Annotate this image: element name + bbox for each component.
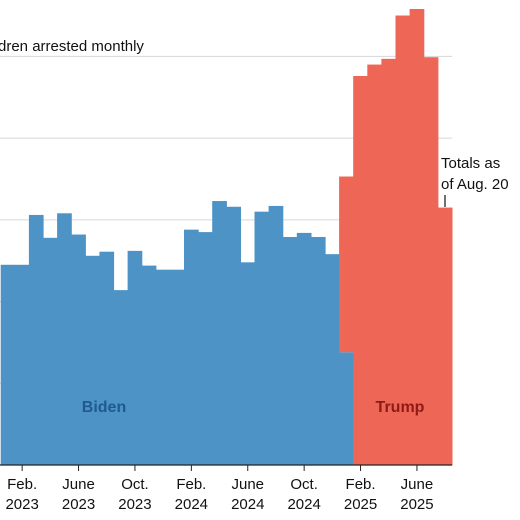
x-tick-label: June 2024 xyxy=(231,476,264,513)
bar xyxy=(99,251,115,465)
bar xyxy=(339,176,354,353)
bar xyxy=(28,214,44,465)
bar xyxy=(226,206,241,465)
bar xyxy=(339,352,354,465)
series-label: Biden xyxy=(82,399,126,416)
x-tick-label: Oct. 2024 xyxy=(287,476,320,513)
bar xyxy=(14,264,30,465)
bar xyxy=(296,232,312,465)
bar xyxy=(57,213,72,465)
bar xyxy=(155,269,171,465)
bar xyxy=(381,58,397,466)
bar xyxy=(184,229,199,465)
annotation: Totals as xyxy=(441,155,500,172)
x-tick-label: Oct. 2023 xyxy=(118,476,151,513)
x-tick-label: Feb. 2024 xyxy=(175,476,208,513)
bar xyxy=(85,255,100,465)
bar xyxy=(127,250,143,465)
chart-title: dren arrested monthly xyxy=(0,38,144,55)
bar xyxy=(169,269,185,465)
bar xyxy=(141,265,157,465)
x-tick-label: Feb. 2025 xyxy=(344,476,377,513)
bar xyxy=(240,262,256,465)
bar xyxy=(254,211,270,465)
bar xyxy=(423,57,439,465)
bar xyxy=(198,232,213,465)
bar xyxy=(0,264,16,465)
bar xyxy=(71,234,86,465)
bar xyxy=(367,64,382,465)
bar xyxy=(282,236,298,465)
x-tick-label: June 2025 xyxy=(400,476,433,513)
bar xyxy=(113,290,129,465)
bar xyxy=(353,76,368,465)
x-tick-label: June 2023 xyxy=(62,476,95,513)
x-tick-label: Feb. 2023 xyxy=(5,476,38,513)
bar xyxy=(212,201,227,465)
annotation: of Aug. 20 xyxy=(441,176,509,193)
bar xyxy=(43,237,58,465)
bar xyxy=(310,236,326,465)
series-label: Trump xyxy=(376,399,425,416)
bar xyxy=(437,207,453,465)
bar xyxy=(325,254,340,465)
bar xyxy=(268,205,284,465)
bar xyxy=(395,15,411,465)
bar xyxy=(409,8,425,466)
